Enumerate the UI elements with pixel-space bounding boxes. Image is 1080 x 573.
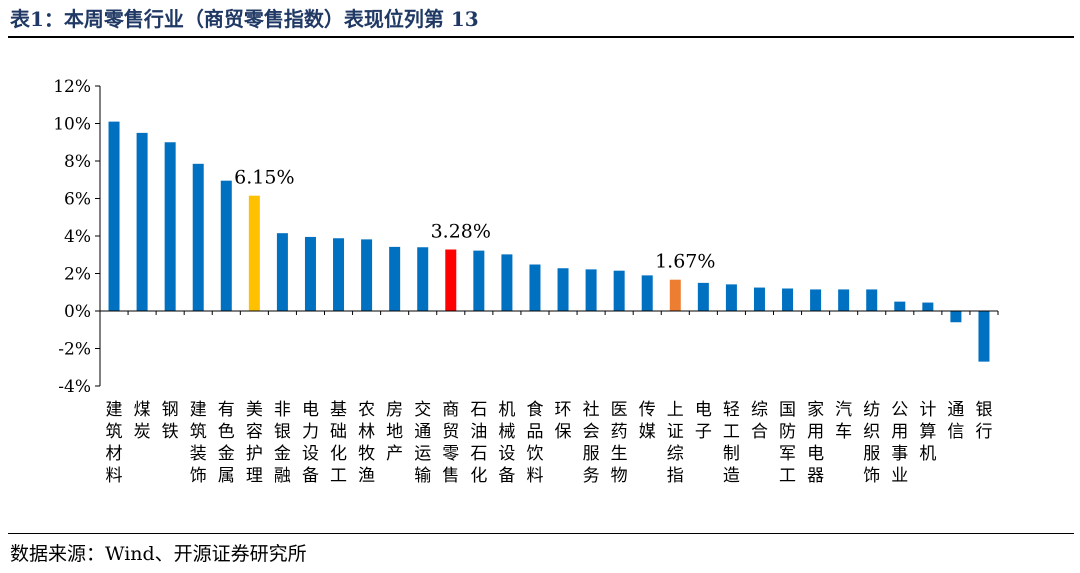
bar xyxy=(978,311,990,362)
bar-chart: -4% -2% 0% 2% 4% 6% 8% 10% 12% 6.15% 3.28% 1.67% 建… xyxy=(53,77,999,486)
y-tick-label: 12% xyxy=(53,77,91,97)
source-note: 数据来源：Wind、开源证券研究所 xyxy=(10,543,307,565)
x-tick-label: 交通运输 xyxy=(414,400,431,486)
x-tick-label: 食品饮料 xyxy=(526,400,543,486)
y-tick-label: 2% xyxy=(64,265,91,285)
bar xyxy=(613,270,625,311)
x-tick-label: 石油石化 xyxy=(470,400,487,486)
bar xyxy=(136,132,148,311)
y-tick-label: 4% xyxy=(64,227,91,247)
x-tick-label: 基础化工 xyxy=(330,400,347,486)
bar xyxy=(557,268,569,311)
bar xyxy=(753,287,765,311)
bar xyxy=(473,250,485,311)
bar xyxy=(950,311,962,323)
x-tick-label: 公用事业 xyxy=(891,400,908,486)
x-tick-label: 纺织服饰 xyxy=(863,400,880,486)
x-tick-label: 社会服务 xyxy=(583,400,600,486)
bar xyxy=(276,233,288,311)
x-tick-label: 非银金融 xyxy=(274,400,291,486)
y-tick-label: 10% xyxy=(53,115,91,135)
x-tick-label: 煤炭 xyxy=(134,400,151,442)
y-tick-label: -4% xyxy=(58,377,91,397)
x-tick-label: 上证综指 xyxy=(667,400,684,486)
bar xyxy=(108,121,120,311)
x-tick-label: 轻工制造 xyxy=(723,400,740,486)
x-tick-label: 农林牧渔 xyxy=(358,400,375,486)
bars xyxy=(108,121,990,362)
bar xyxy=(894,301,906,311)
y-tick-label: 6% xyxy=(64,190,91,210)
x-tick-label: 汽车 xyxy=(835,400,852,442)
bar xyxy=(725,284,737,311)
x-tick-label: 有色金属 xyxy=(218,400,235,486)
title-rule xyxy=(8,36,1074,38)
chart-panel: -4% -2% 0% 2% 4% 6% 8% 10% 12% 6.15% 3.28% 1.67% 建… xyxy=(22,50,1058,516)
bar xyxy=(248,195,260,311)
x-tick-label: 计算机 xyxy=(919,400,936,464)
bar xyxy=(838,289,850,311)
bar xyxy=(333,238,345,311)
x-tick-label: 机械设备 xyxy=(498,400,515,486)
bar xyxy=(529,264,541,311)
x-tick-label: 电力设备 xyxy=(302,400,319,486)
x-axis xyxy=(99,310,999,315)
x-tick-label: 综合 xyxy=(751,400,768,442)
x-tick-label: 商贸零售 xyxy=(442,400,459,486)
y-tick-label: -2% xyxy=(58,340,91,360)
bar xyxy=(641,275,653,311)
x-tick-label: 家用电器 xyxy=(807,400,824,486)
bar xyxy=(192,163,204,311)
y-axis: -4% -2% 0% 2% 4% 6% 8% 10% 12% xyxy=(53,77,101,397)
x-tick-label: 建筑装饰 xyxy=(190,400,207,486)
x-tick-label: 国防军工 xyxy=(779,400,796,486)
data-label: 6.15% xyxy=(234,167,294,189)
bar xyxy=(445,249,457,311)
bar xyxy=(782,288,794,311)
bar xyxy=(866,289,878,311)
bar xyxy=(361,239,373,311)
bar xyxy=(810,289,822,311)
bar xyxy=(669,279,681,311)
bar xyxy=(697,282,709,311)
bar xyxy=(417,247,429,311)
annotations: 6.15% 3.28% 1.67% xyxy=(234,167,715,273)
x-tick-label: 建筑材料 xyxy=(106,400,123,486)
x-tick-label: 通信 xyxy=(947,400,964,442)
figure-title: 表1：本周零售行业（商贸零售指数）表现位列第 13 xyxy=(10,7,479,31)
data-label: 3.28% xyxy=(431,221,491,243)
x-tick-label: 电子 xyxy=(695,400,712,442)
y-tick-label: 8% xyxy=(64,152,91,172)
bar xyxy=(501,254,513,311)
x-tick-label: 医药生物 xyxy=(611,400,628,486)
x-tick-label: 传媒 xyxy=(639,400,656,442)
bar xyxy=(220,180,232,311)
bar xyxy=(164,142,176,311)
bar xyxy=(585,269,597,311)
x-tick-label: 美容护理 xyxy=(246,400,263,486)
x-axis-labels: 建筑材料煤炭钢铁建筑装饰有色金属美容护理非银金融电力设备基础化工农林牧渔房地产交… xyxy=(106,400,993,486)
x-tick-label: 房地产 xyxy=(386,400,403,464)
x-tick-label: 钢铁 xyxy=(162,400,179,442)
x-tick-label: 环保 xyxy=(555,400,572,442)
data-label: 1.67% xyxy=(655,251,715,273)
y-tick-label: 0% xyxy=(64,302,91,322)
bar xyxy=(304,236,316,311)
x-tick-label: 银行 xyxy=(975,400,992,442)
bar xyxy=(389,246,401,311)
source-rule xyxy=(8,533,1074,534)
bar xyxy=(922,302,934,311)
